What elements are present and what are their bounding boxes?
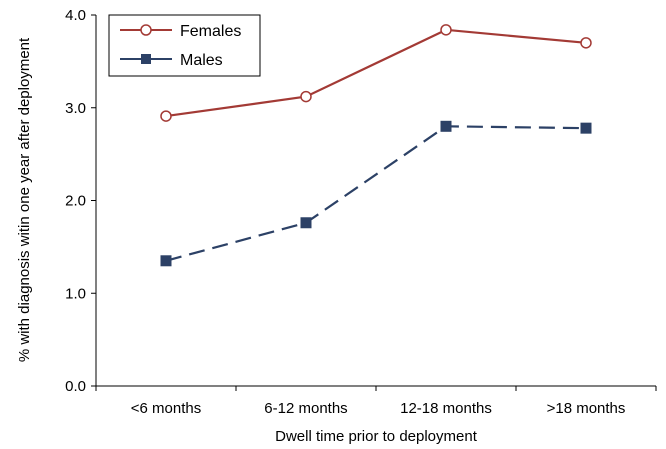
y-axis-title: % with diagnosis witin one year after de… — [16, 37, 33, 362]
data-point-males — [300, 217, 312, 229]
y-tick-label: 1.0 — [65, 285, 86, 302]
y-tick-label: 3.0 — [65, 100, 86, 117]
series-layer — [160, 24, 592, 267]
legend-item-males: Males — [120, 52, 223, 69]
x-ticks: <6 months 6-12 months 12-18 months >18 mont… — [95, 386, 657, 417]
x-tick-label: 6-12 months — [264, 400, 347, 417]
x-tick-label: 12-18 months — [400, 400, 492, 417]
data-point-males — [440, 120, 452, 132]
plot-area: 0.0 1.0 2.0 3.0 4.0 <6 months 6-12 months 12-1… — [65, 7, 657, 417]
data-point-males — [580, 122, 592, 134]
legend: Females Males — [108, 14, 261, 77]
legend-marker-females — [140, 24, 152, 36]
series-line-females — [165, 28, 587, 118]
data-point-females — [580, 37, 592, 49]
x-axis-title: Dwell time prior to deployment — [275, 428, 478, 445]
data-point-females — [440, 24, 452, 36]
legend-label-males: Males — [180, 52, 223, 69]
legend-box — [108, 14, 261, 77]
series-line-males — [165, 125, 587, 262]
x-tick-label: >18 months — [547, 400, 626, 417]
data-point-females — [160, 110, 172, 122]
data-point-males — [160, 255, 172, 267]
y-tick-label: 2.0 — [65, 193, 86, 210]
y-tick-label: 4.0 — [65, 7, 86, 24]
data-point-females — [300, 90, 312, 103]
y-ticks: 0.0 1.0 2.0 3.0 4.0 — [65, 7, 96, 395]
legend-marker-males — [141, 54, 151, 64]
legend-label-females: Females — [180, 23, 241, 40]
x-tick-label: <6 months — [131, 400, 201, 417]
legend-item-females: Females — [120, 23, 241, 40]
y-tick-label: 0.0 — [65, 378, 86, 395]
